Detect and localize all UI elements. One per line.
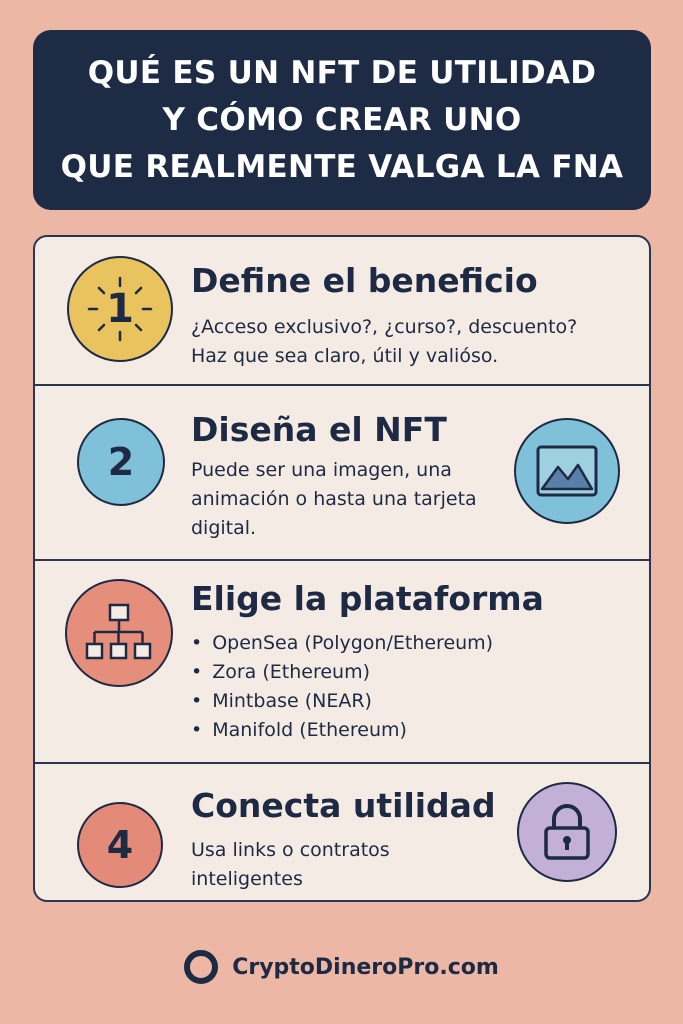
step-4-badge: 4 [77,802,163,888]
brand-logo-icon [184,950,219,984]
title-line-2: Y CÓMO CREAR UNO [162,101,522,138]
step-3-badge [65,579,173,687]
list-item: OpenSea (Polygon/Ethereum) [191,629,493,658]
step-4-number: 4 [106,823,134,867]
step-4-title: Conecta utilidad [191,786,496,825]
hierarchy-icon [85,603,152,660]
step-2-description: Puede ser una imagen, una animación o ha… [191,459,477,539]
lock-icon-badge [517,782,617,882]
image-icon [536,445,598,497]
step-1-description: ¿Acceso exclusivo?, ¿curso?, descuento? … [191,313,577,371]
step-1-desc-line-2: Haz que sea claro, útil y valióso. [191,345,499,367]
step-1: 1 Define el beneficio ¿Acceso exclusivo?… [35,237,649,384]
step-4: 4 Conecta utilidad Usa links o contratos… [35,762,649,900]
platform-list: OpenSea (Polygon/Ethereum) Zora (Ethereu… [191,629,493,745]
step-3-title: Elige la plataforma [191,579,544,618]
step-2: 2 Diseña el NFT Puede ser una imagen, un… [35,384,649,559]
title-line-3: QUE REALMENTE VALGA LA FNA [60,148,624,185]
title-line-1: QUÉ ES UN NFT DE UTILIDAD [87,54,597,91]
list-item: Zora (Ethereum) [191,658,493,687]
footer: CryptoDineroPro.com [0,947,683,987]
list-item: Mintbase (NEAR) [191,687,493,716]
step-2-badge: 2 [77,418,165,506]
step-3: Elige la plataforma OpenSea (Polygon/Eth… [35,559,649,762]
step-2-title: Diseña el NFT [191,410,447,449]
steps-card: 1 Define el beneficio ¿Acceso exclusivo?… [33,235,651,902]
sparkle-icon [87,276,152,341]
step-1-number: 1 [106,286,134,332]
step-1-title: Define el beneficio [191,261,538,300]
list-item: Manifold (Ethereum) [191,716,493,745]
image-icon-badge [514,418,620,524]
step-2-number: 2 [107,440,135,484]
step-4-description: Usa links o contratos inteligentes [191,839,390,890]
title-banner: QUÉ ES UN NFT DE UTILIDAD Y CÓMO CREAR U… [33,30,651,210]
brand-name: CryptoDineroPro.com [232,954,499,980]
step-1-badge: 1 [67,256,173,362]
lock-icon [544,804,590,860]
step-1-desc-line-1: ¿Acceso exclusivo?, ¿curso?, descuento? [191,316,578,338]
